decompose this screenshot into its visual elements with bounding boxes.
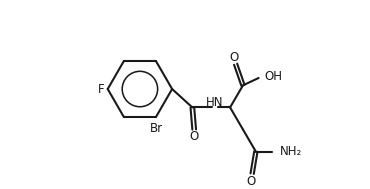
Text: OH: OH: [265, 70, 283, 83]
Text: O: O: [229, 51, 238, 64]
Text: O: O: [189, 130, 199, 143]
Text: HN: HN: [206, 96, 223, 109]
Text: Br: Br: [150, 122, 164, 135]
Text: O: O: [247, 174, 256, 187]
Text: NH₂: NH₂: [279, 145, 302, 158]
Text: F: F: [98, 83, 105, 95]
